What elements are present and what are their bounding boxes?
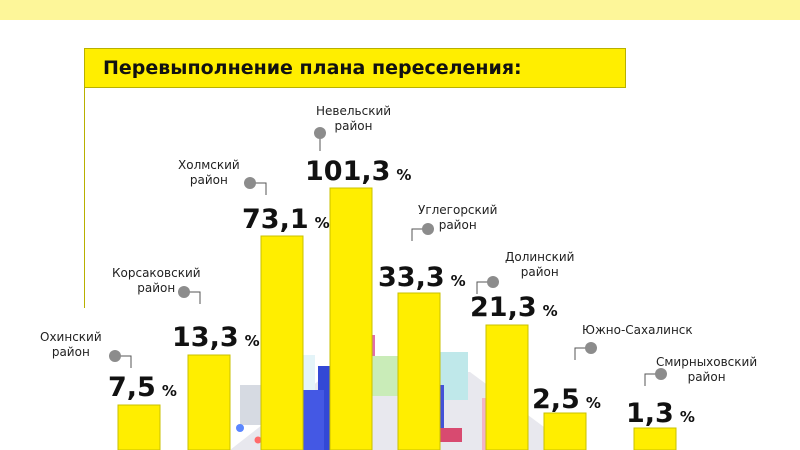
- category-label-yuzhno-sakhalinsk: Южно-Сахалинск: [582, 323, 693, 337]
- bar-yuzhno-sakhalinsk: [543, 412, 587, 450]
- bar-nevelsk: [329, 187, 373, 450]
- category-label-nevelsk: Невельский район: [316, 104, 392, 133]
- bar-smirnykh: [633, 427, 677, 450]
- car-red-2: [254, 436, 262, 444]
- value-label-kholmsk: 73,1%: [242, 204, 330, 235]
- category-label-smirnykh: Смирныховский район: [656, 355, 758, 384]
- value-unit: %: [314, 214, 330, 232]
- value-unit: %: [244, 332, 260, 350]
- value-number: 7,5: [108, 372, 156, 403]
- leader-dot-nevelsk: [314, 127, 326, 139]
- bar-okha: [117, 404, 161, 450]
- value-number: 21,3: [470, 292, 537, 323]
- value-label-uglegorsk: 33,3%: [378, 262, 466, 293]
- value-number: 2,5: [532, 384, 580, 415]
- leader-dot-yuzhno-sakhalinsk: [585, 342, 597, 354]
- value-number: 13,3: [172, 322, 239, 353]
- value-number: 73,1: [242, 204, 309, 235]
- value-unit: %: [585, 394, 601, 412]
- value-number: 1,3: [626, 398, 674, 429]
- leader-dot-kholmsk: [244, 177, 256, 189]
- leader-dot-okha: [109, 350, 121, 362]
- value-label-smirnykh: 1,3%: [626, 398, 695, 429]
- value-number: 33,3: [378, 262, 445, 293]
- value-unit: %: [679, 408, 695, 426]
- leader-dot-smirnykh: [655, 368, 667, 380]
- leader-dot-uglegorsk: [422, 223, 434, 235]
- value-unit: %: [450, 272, 466, 290]
- category-label-okha: Охинский район: [40, 330, 102, 359]
- value-label-dolinsk: 21,3%: [470, 292, 558, 323]
- category-label-kholmsk: Холмский район: [178, 158, 240, 187]
- value-unit: %: [396, 166, 412, 184]
- bar-kholmsk: [260, 235, 304, 450]
- category-label-dolinsk: Долинский район: [505, 250, 575, 279]
- pavilion: [436, 428, 462, 442]
- value-unit: %: [542, 302, 558, 320]
- chart-title: Перевыполнение плана переселения:: [103, 57, 522, 79]
- chart-title-box: Перевыполнение плана переселения:: [84, 48, 626, 88]
- value-number: 101,3: [305, 156, 391, 187]
- title-frame-line: [84, 88, 85, 308]
- bar-uglegorsk: [397, 292, 441, 450]
- category-label-uglegorsk: Углегорский район: [418, 203, 498, 232]
- value-label-okha: 7,5%: [108, 372, 177, 403]
- value-label-korsakov: 13,3%: [172, 322, 260, 353]
- value-label-yuzhno-sakhalinsk: 2,5%: [532, 384, 601, 415]
- car-blue-2: [236, 424, 244, 432]
- bar-dolinsk: [485, 324, 529, 450]
- category-label-korsakov: Корсаковский район: [112, 266, 201, 295]
- value-unit: %: [161, 382, 177, 400]
- value-label-nevelsk: 101,3%: [305, 156, 411, 187]
- bar-korsakov: [187, 354, 231, 450]
- top-banner-strip: [0, 0, 800, 20]
- leader-dot-korsakov: [178, 286, 190, 298]
- leader-dot-dolinsk: [487, 276, 499, 288]
